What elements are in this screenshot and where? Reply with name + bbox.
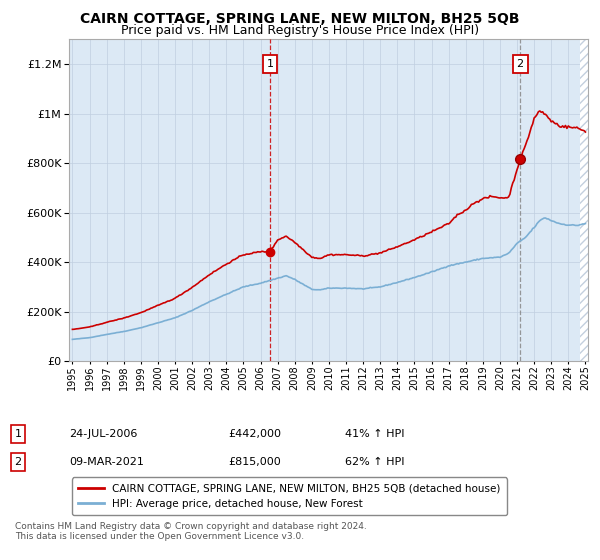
Bar — [580, 39, 588, 361]
Text: 24-JUL-2006: 24-JUL-2006 — [69, 429, 137, 439]
Text: CAIRN COTTAGE, SPRING LANE, NEW MILTON, BH25 5QB: CAIRN COTTAGE, SPRING LANE, NEW MILTON, … — [80, 12, 520, 26]
Text: 1: 1 — [266, 59, 274, 69]
Bar — [580, 39, 588, 361]
Text: 62% ↑ HPI: 62% ↑ HPI — [345, 457, 404, 467]
Text: 1: 1 — [14, 429, 22, 439]
Text: 2: 2 — [517, 59, 524, 69]
Text: £442,000: £442,000 — [228, 429, 281, 439]
Legend: CAIRN COTTAGE, SPRING LANE, NEW MILTON, BH25 5QB (detached house), HPI: Average : CAIRN COTTAGE, SPRING LANE, NEW MILTON, … — [71, 478, 507, 515]
Text: Price paid vs. HM Land Registry's House Price Index (HPI): Price paid vs. HM Land Registry's House … — [121, 24, 479, 37]
Text: 41% ↑ HPI: 41% ↑ HPI — [345, 429, 404, 439]
Text: £815,000: £815,000 — [228, 457, 281, 467]
Text: Contains HM Land Registry data © Crown copyright and database right 2024.
This d: Contains HM Land Registry data © Crown c… — [15, 522, 367, 542]
Text: 2: 2 — [14, 457, 22, 467]
Text: 09-MAR-2021: 09-MAR-2021 — [69, 457, 144, 467]
